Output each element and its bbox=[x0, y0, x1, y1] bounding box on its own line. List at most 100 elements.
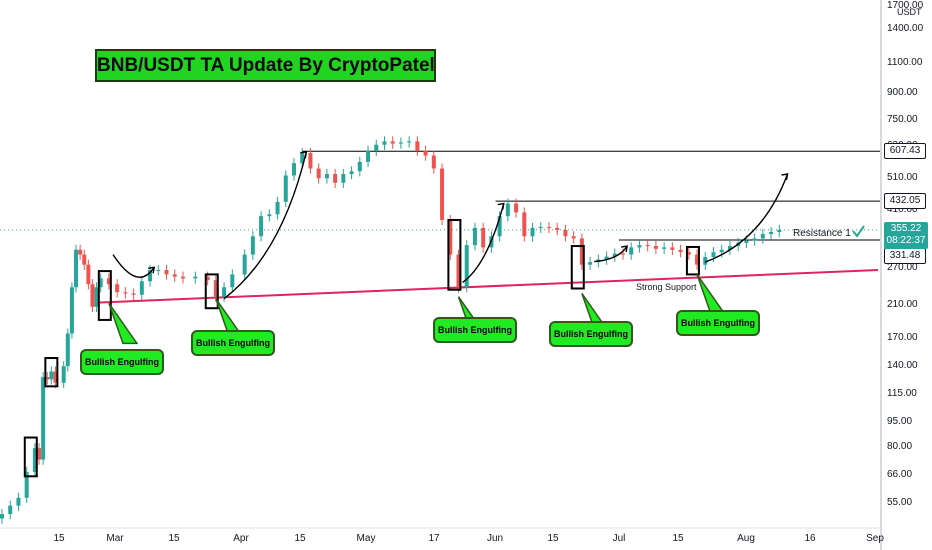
candle-body bbox=[78, 249, 83, 255]
engulfing-highlight-box bbox=[685, 245, 700, 276]
candle-body bbox=[45, 377, 50, 380]
candle-body bbox=[621, 253, 626, 255]
candle-body bbox=[678, 249, 683, 253]
candle-body bbox=[390, 141, 395, 144]
engulfing-highlight-box bbox=[44, 357, 59, 388]
candle-body bbox=[131, 293, 136, 295]
bullish-engulfing-callout: Bullish Engulfing bbox=[191, 330, 275, 356]
currency-label: USDT bbox=[897, 7, 922, 17]
candle-body bbox=[333, 174, 338, 183]
candle-body bbox=[69, 287, 74, 334]
candle-body bbox=[637, 245, 642, 248]
candle-body bbox=[653, 246, 658, 249]
candle-body bbox=[703, 257, 708, 265]
candle-body bbox=[90, 284, 95, 307]
y-tick-label: 1400.00 bbox=[887, 23, 924, 34]
y-tick-label: 66.00 bbox=[887, 469, 913, 480]
candle-body bbox=[156, 270, 161, 272]
candle-body bbox=[82, 254, 87, 265]
candle-body bbox=[86, 264, 91, 285]
y-tick-label: 270.00 bbox=[887, 262, 918, 273]
candle-body bbox=[538, 227, 543, 229]
y-tick-label: 80.00 bbox=[887, 441, 913, 452]
resistance-label: Resistance 1 bbox=[793, 228, 851, 239]
callout-pointer bbox=[696, 273, 727, 316]
candle-body bbox=[423, 150, 428, 156]
candle-body bbox=[230, 274, 235, 288]
candle-body bbox=[645, 245, 650, 247]
candle-body bbox=[431, 155, 436, 169]
engulfing-highlight-box bbox=[570, 245, 585, 290]
candle-body bbox=[514, 203, 519, 213]
checkmark-icon bbox=[852, 225, 865, 238]
candle-body bbox=[604, 256, 609, 260]
candle-body bbox=[588, 262, 593, 265]
x-tick-label: 15 bbox=[547, 533, 559, 544]
y-tick-label: 140.00 bbox=[887, 360, 918, 371]
candle-body bbox=[123, 292, 128, 294]
candle-body bbox=[398, 142, 403, 144]
bullish-engulfing-callout: Bullish Engulfing bbox=[549, 321, 633, 347]
current-price-value: 355.22 bbox=[890, 223, 922, 234]
upward-arrow bbox=[112, 254, 155, 278]
callout-pointer bbox=[108, 302, 139, 345]
candle-body bbox=[300, 153, 305, 164]
candle-body bbox=[205, 276, 210, 281]
candle-body bbox=[242, 254, 247, 275]
candle-body bbox=[139, 281, 144, 295]
candle-body bbox=[472, 227, 477, 246]
candle-body bbox=[727, 246, 732, 250]
candle-body bbox=[670, 247, 675, 250]
candle-body bbox=[41, 377, 46, 460]
y-tick-label: 1700.00 bbox=[887, 0, 924, 11]
engulfing-highlight-box bbox=[23, 436, 38, 478]
support-label: Strong Support bbox=[636, 282, 697, 292]
candle-body bbox=[65, 333, 70, 367]
upward-arrow bbox=[223, 151, 308, 300]
candle-body bbox=[571, 236, 576, 239]
engulfing-highlight-box bbox=[97, 270, 112, 321]
candle-body bbox=[448, 219, 453, 255]
x-tick-label: 15 bbox=[168, 533, 180, 544]
candle-body bbox=[777, 229, 782, 233]
candle-body bbox=[8, 505, 13, 515]
candle-body bbox=[98, 278, 103, 288]
candle-body bbox=[695, 254, 700, 265]
candle-body bbox=[308, 153, 313, 169]
x-tick-label: 17 bbox=[428, 533, 440, 544]
candle-body bbox=[24, 471, 29, 498]
candle-body bbox=[250, 236, 255, 255]
x-tick-label: May bbox=[356, 533, 376, 544]
y-tick-label: 410.00 bbox=[887, 204, 918, 215]
candle-body bbox=[530, 227, 535, 237]
candle-body bbox=[316, 168, 321, 179]
x-tick-label: Mar bbox=[106, 533, 124, 544]
x-tick-label: Jun bbox=[486, 533, 504, 544]
upward-arrow bbox=[594, 245, 628, 263]
candle-body bbox=[213, 280, 218, 297]
candle-body bbox=[49, 371, 54, 380]
current-price-tag: 355.22 08:22:37 bbox=[884, 222, 928, 249]
candle-body bbox=[440, 168, 445, 220]
y-tick-label: 210.00 bbox=[887, 299, 918, 310]
candle-body bbox=[374, 144, 379, 151]
x-tick-label: 15 bbox=[294, 533, 306, 544]
candle-body bbox=[283, 175, 288, 202]
arrow-head bbox=[621, 245, 628, 253]
chart-title: BNB/USDT TA Update By CryptoPatel bbox=[95, 49, 436, 82]
candle-body bbox=[324, 174, 329, 179]
candle-body bbox=[94, 287, 99, 307]
candle-body bbox=[711, 252, 716, 258]
upward-arrow bbox=[462, 203, 505, 284]
candle-body bbox=[555, 227, 560, 230]
candle-body bbox=[53, 371, 58, 383]
candle-body bbox=[267, 214, 272, 217]
countdown-timer: 08:22:37 bbox=[886, 235, 926, 246]
candle-body bbox=[497, 216, 502, 237]
arrow-head bbox=[781, 173, 789, 181]
x-tick-label: Sep bbox=[866, 533, 884, 544]
candle-body bbox=[275, 201, 280, 215]
price-tag-607: 607.43 bbox=[884, 143, 926, 159]
candle-body bbox=[0, 514, 4, 519]
